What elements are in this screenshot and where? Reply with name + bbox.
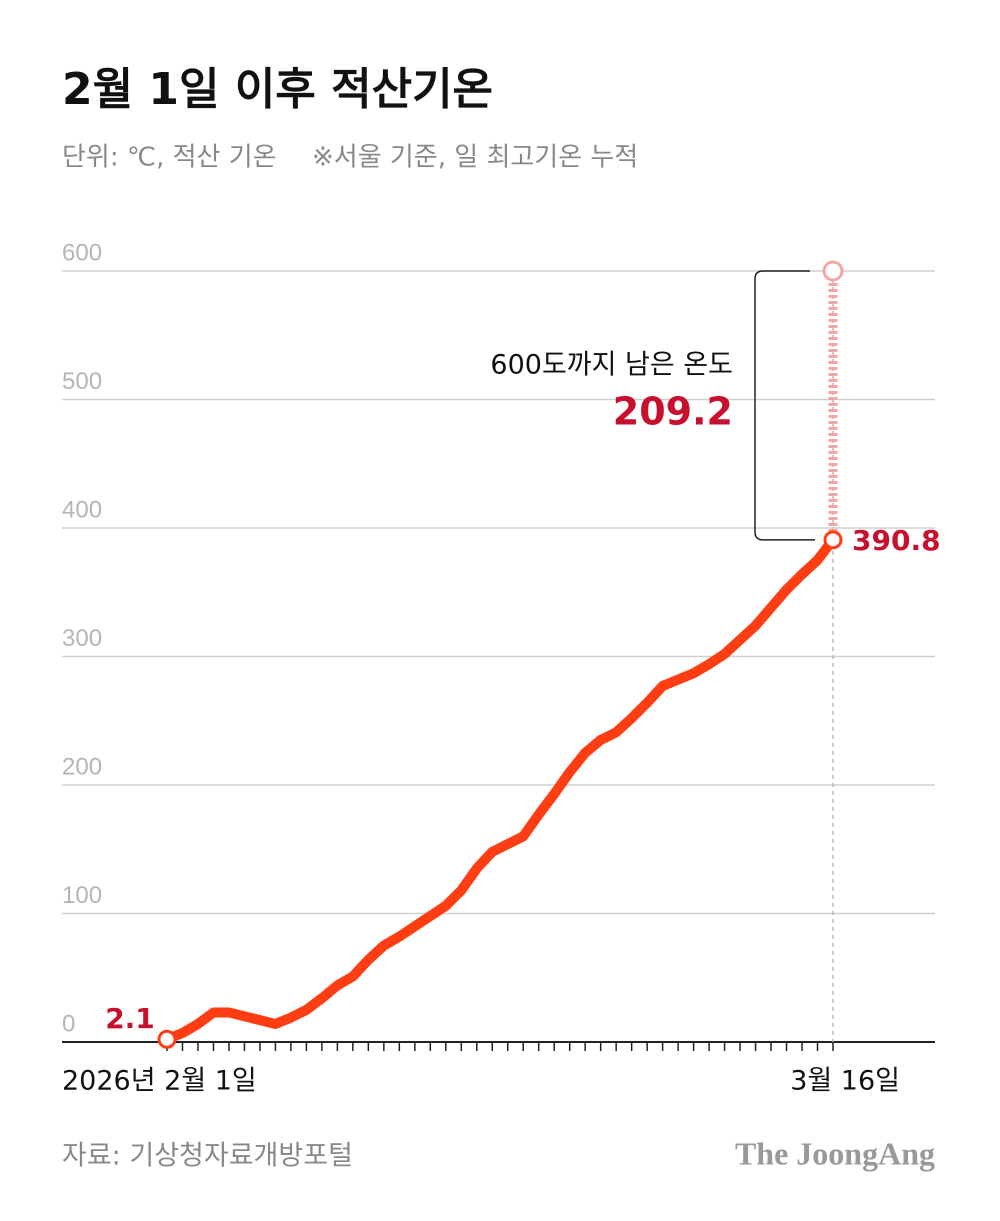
remaining-label: 209.2	[613, 390, 733, 434]
end-point	[823, 530, 843, 550]
y-tick-label: 600	[62, 239, 102, 266]
end-point	[157, 1029, 177, 1049]
subtitle: 단위: ℃, 적산 기온	[62, 143, 277, 173]
y-tick-label: 200	[62, 753, 102, 780]
target-point	[822, 260, 844, 282]
chart-title: 2월 1일 이후 적산기온	[62, 64, 493, 115]
annotation: 600도까지 남은 온도	[490, 350, 733, 381]
y-tick-label: 500	[62, 368, 102, 395]
x-tick-label: 2026년 2월 1일	[62, 1066, 257, 1097]
y-tick-label: 100	[62, 882, 102, 909]
data-label: 390.8	[852, 524, 941, 557]
bracket	[754, 270, 815, 541]
x-tick-label: 3월 16일	[790, 1066, 900, 1097]
y-tick-label: 300	[62, 625, 102, 652]
source: 자료: 기상청자료개방포털	[62, 1141, 353, 1172]
y-tick-label: 400	[62, 496, 102, 523]
note: ※서울 기준, 일 최고기온 누적	[312, 143, 638, 173]
data-line	[162, 534, 838, 1045]
data-label: 2.1	[105, 1002, 155, 1035]
y-tick-label: 0	[62, 1010, 75, 1037]
brand: The JoongAng	[735, 1135, 935, 1171]
